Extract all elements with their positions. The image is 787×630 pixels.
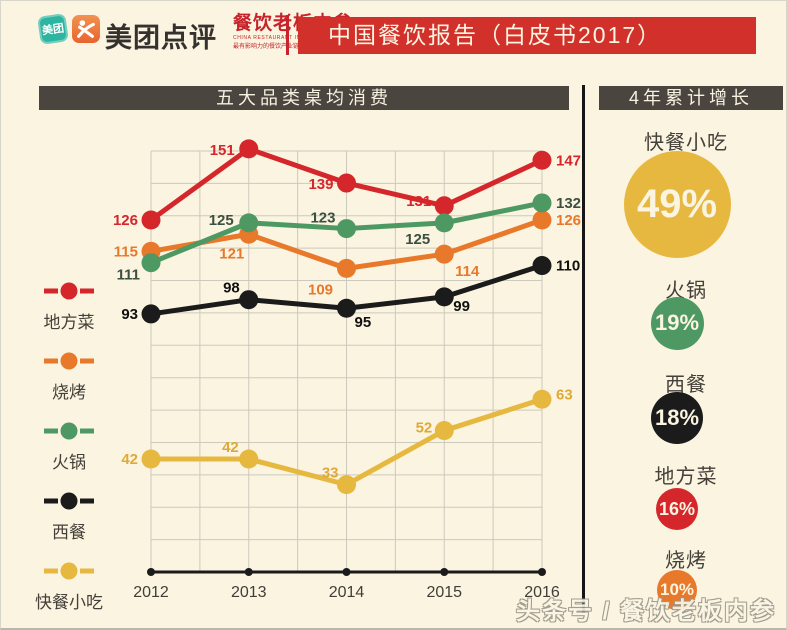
- x-tick-label: 2012: [133, 584, 169, 601]
- growth-category-label: 地方菜: [654, 466, 718, 488]
- data-value-label: 125: [405, 231, 430, 248]
- data-value-label: 110: [556, 258, 580, 275]
- growth-percentage-circle: 18%: [651, 392, 703, 444]
- data-point: [337, 298, 356, 318]
- data-point: [532, 150, 552, 170]
- legend-item: 地方菜: [23, 281, 115, 351]
- data-point: [434, 213, 454, 233]
- x-tick-label: 2014: [329, 584, 365, 601]
- x-tick-label: 2016: [524, 584, 560, 601]
- data-point: [141, 253, 161, 273]
- legend-item: 西餐: [23, 491, 115, 561]
- growth-percentage-circle: 10%: [657, 570, 697, 610]
- watermark-text: 头条号 / 餐饮老板内参: [515, 598, 776, 625]
- x-tick-label: 2013: [231, 584, 267, 601]
- data-value-label: 147: [556, 152, 581, 169]
- legend-label: 地方菜: [43, 313, 95, 332]
- partner-logo: 餐饮老板内参 CHINA RESTAURANT INSIDER 最有影响力的餐饮…: [233, 13, 354, 50]
- data-point: [532, 193, 552, 213]
- legend-label: 烧烤: [52, 383, 86, 402]
- legend-marker-icon: [44, 422, 94, 440]
- data-point: [239, 139, 259, 159]
- data-value-label: 111: [117, 267, 140, 284]
- legend-label: 西餐: [52, 523, 86, 542]
- partner-title: 餐饮老板内参: [233, 13, 354, 34]
- growth-percentage-circle: 19%: [650, 296, 704, 350]
- data-value-label: 42: [222, 439, 239, 456]
- legend-marker-icon: [44, 562, 94, 580]
- data-point: [239, 449, 259, 469]
- data-value-label: 33: [322, 465, 339, 482]
- data-value-label: 125: [209, 212, 234, 229]
- dianping-logo-icon: [72, 15, 100, 43]
- legend-marker-icon: [44, 282, 94, 300]
- growth-panel: 快餐小吃 49% 火锅 19% 西餐 18% 地方菜 16% 烧烤 10%: [584, 111, 786, 628]
- meituan-logo-icon: 美团: [37, 13, 69, 45]
- data-point: [434, 287, 454, 307]
- report-banner-title: 中国餐饮报告（白皮书2017）: [298, 17, 756, 54]
- data-value-label: 115: [114, 243, 138, 260]
- data-point: [434, 244, 454, 264]
- data-value-label: 99: [453, 298, 470, 315]
- data-point: [141, 449, 161, 469]
- data-point: [337, 173, 356, 193]
- partner-tagline: 最有影响力的餐饮产业链新媒体: [233, 44, 318, 50]
- legend-marker-icon: [44, 492, 94, 510]
- growth-category-label: 西餐: [665, 374, 707, 396]
- line-chart: 2012 2013 2014 2015 2016 126 151 139 131 147 115 12…: [113, 139, 581, 601]
- chart-legend: 地方菜烧烤火锅西餐快餐小吃: [23, 281, 115, 628]
- data-value-label: 151: [210, 142, 235, 159]
- growth-percentage-circle: 16%: [656, 488, 698, 530]
- data-value-label: 126: [113, 212, 138, 229]
- growth-category-label: 烧烤: [665, 550, 707, 572]
- section-divider: [582, 85, 585, 613]
- growth-section-title: 4年累计增长: [599, 86, 783, 110]
- data-value-label: 123: [310, 210, 335, 227]
- data-point: [337, 219, 356, 239]
- data-point: [141, 304, 161, 324]
- dianping-figure-icon: [77, 20, 95, 38]
- data-value-label: 98: [223, 280, 240, 297]
- data-point: [532, 210, 552, 230]
- data-point: [532, 389, 552, 409]
- data-value-label: 95: [355, 314, 372, 331]
- data-value-label: 114: [455, 263, 480, 280]
- legend-item: 烧烤: [23, 351, 115, 421]
- data-point: [239, 290, 259, 310]
- data-value-label: 126: [556, 212, 581, 229]
- brand-name: 美团点评: [105, 23, 217, 53]
- header-divider: [286, 15, 289, 55]
- partner-subtitle-en: CHINA RESTAURANT INSIDER: [233, 35, 320, 41]
- data-point: [337, 258, 356, 278]
- data-value-label: 132: [556, 195, 581, 212]
- growth-category-label: 快餐小吃: [644, 132, 728, 154]
- legend-item: 快餐小吃: [23, 561, 115, 628]
- data-value-label: 139: [308, 176, 333, 193]
- data-value-label: 52: [416, 420, 433, 437]
- legend-marker-icon: [44, 352, 94, 370]
- legend-label: 快餐小吃: [35, 593, 103, 612]
- data-point: [337, 475, 356, 495]
- data-value-label: 93: [121, 306, 138, 323]
- legend-label: 火锅: [52, 453, 86, 472]
- chart-section-title: 五大品类桌均消费: [39, 86, 569, 110]
- data-point: [532, 256, 552, 276]
- data-point: [434, 196, 454, 216]
- data-value-label: 63: [556, 386, 573, 403]
- data-value-label: 42: [121, 451, 138, 468]
- growth-percentage-circle: 49%: [623, 150, 731, 258]
- data-value-label: 121: [219, 245, 244, 262]
- data-point: [239, 213, 259, 233]
- data-value-label: 131: [406, 193, 431, 210]
- data-value-label: 109: [308, 281, 333, 298]
- x-tick-label: 2015: [426, 584, 462, 601]
- data-point: [141, 210, 161, 230]
- legend-item: 火锅: [23, 421, 115, 491]
- data-point: [434, 421, 454, 441]
